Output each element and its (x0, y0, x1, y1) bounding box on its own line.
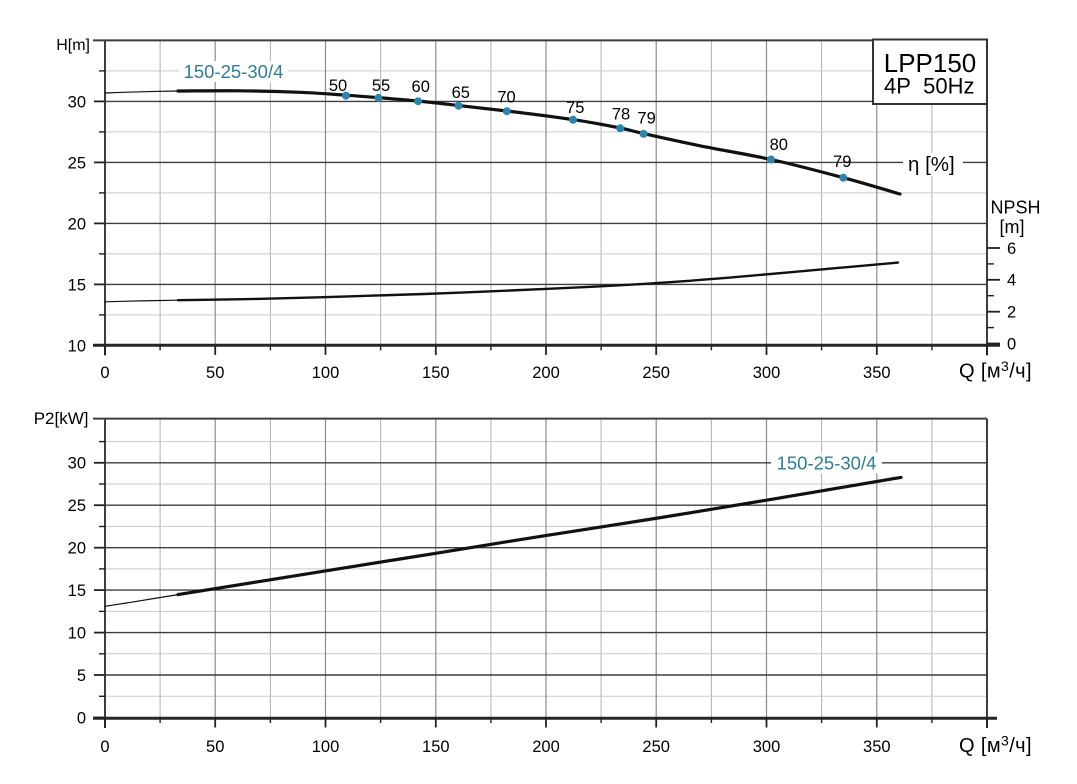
svg-text:150: 150 (422, 364, 450, 382)
svg-text:10: 10 (68, 625, 86, 643)
svg-text:H[m]: H[m] (56, 37, 90, 54)
svg-text:0: 0 (100, 738, 109, 756)
svg-text:150-25-30/4: 150-25-30/4 (777, 453, 877, 474)
svg-text:79: 79 (637, 109, 655, 127)
svg-text:LPP150: LPP150 (884, 48, 977, 78)
svg-text:5: 5 (77, 667, 86, 685)
svg-text:250: 250 (642, 364, 670, 382)
svg-text:6: 6 (1007, 240, 1016, 258)
svg-text:15: 15 (68, 582, 86, 600)
svg-text:250: 250 (642, 738, 670, 756)
svg-text:2: 2 (1007, 304, 1016, 322)
svg-text:300: 300 (753, 738, 781, 756)
svg-text:25: 25 (68, 154, 86, 172)
svg-text:50: 50 (206, 364, 224, 382)
svg-text:150-25-30/4: 150-25-30/4 (184, 61, 284, 82)
svg-text:200: 200 (532, 738, 560, 756)
svg-text:79: 79 (833, 153, 851, 171)
svg-text:100: 100 (312, 364, 340, 382)
svg-text:65: 65 (452, 84, 470, 102)
svg-text:Q [м3/ч]: Q [м3/ч] (959, 733, 1032, 758)
svg-text:50: 50 (329, 77, 347, 95)
svg-text:78: 78 (612, 105, 630, 123)
svg-text:NPSH: NPSH (990, 198, 1040, 218)
svg-text:200: 200 (532, 364, 560, 382)
svg-text:150: 150 (422, 738, 450, 756)
svg-text:15: 15 (68, 276, 86, 294)
svg-text:Q [м3/ч]: Q [м3/ч] (959, 358, 1032, 383)
svg-text:30: 30 (68, 93, 86, 111)
svg-text:350: 350 (863, 738, 891, 756)
svg-text:[m]: [m] (1000, 217, 1025, 237)
svg-text:350: 350 (863, 364, 891, 382)
svg-text:25: 25 (68, 497, 86, 515)
svg-text:50: 50 (206, 738, 224, 756)
svg-text:75: 75 (566, 99, 584, 117)
svg-text:0: 0 (77, 709, 86, 727)
svg-text:η [%]: η [%] (908, 153, 955, 176)
svg-text:20: 20 (68, 215, 86, 233)
svg-text:P2[kW]: P2[kW] (34, 409, 89, 428)
svg-text:100: 100 (312, 738, 340, 756)
svg-text:30: 30 (68, 455, 86, 473)
svg-text:10: 10 (68, 337, 86, 355)
svg-text:4P 50Hz: 4P 50Hz (884, 73, 975, 98)
svg-text:300: 300 (753, 364, 781, 382)
svg-text:4: 4 (1007, 272, 1016, 290)
svg-text:55: 55 (372, 77, 390, 95)
svg-text:80: 80 (770, 136, 788, 154)
svg-text:20: 20 (68, 540, 86, 558)
svg-text:60: 60 (412, 78, 430, 96)
svg-text:0: 0 (100, 364, 109, 382)
svg-text:0: 0 (1007, 335, 1016, 353)
svg-text:70: 70 (497, 88, 515, 106)
